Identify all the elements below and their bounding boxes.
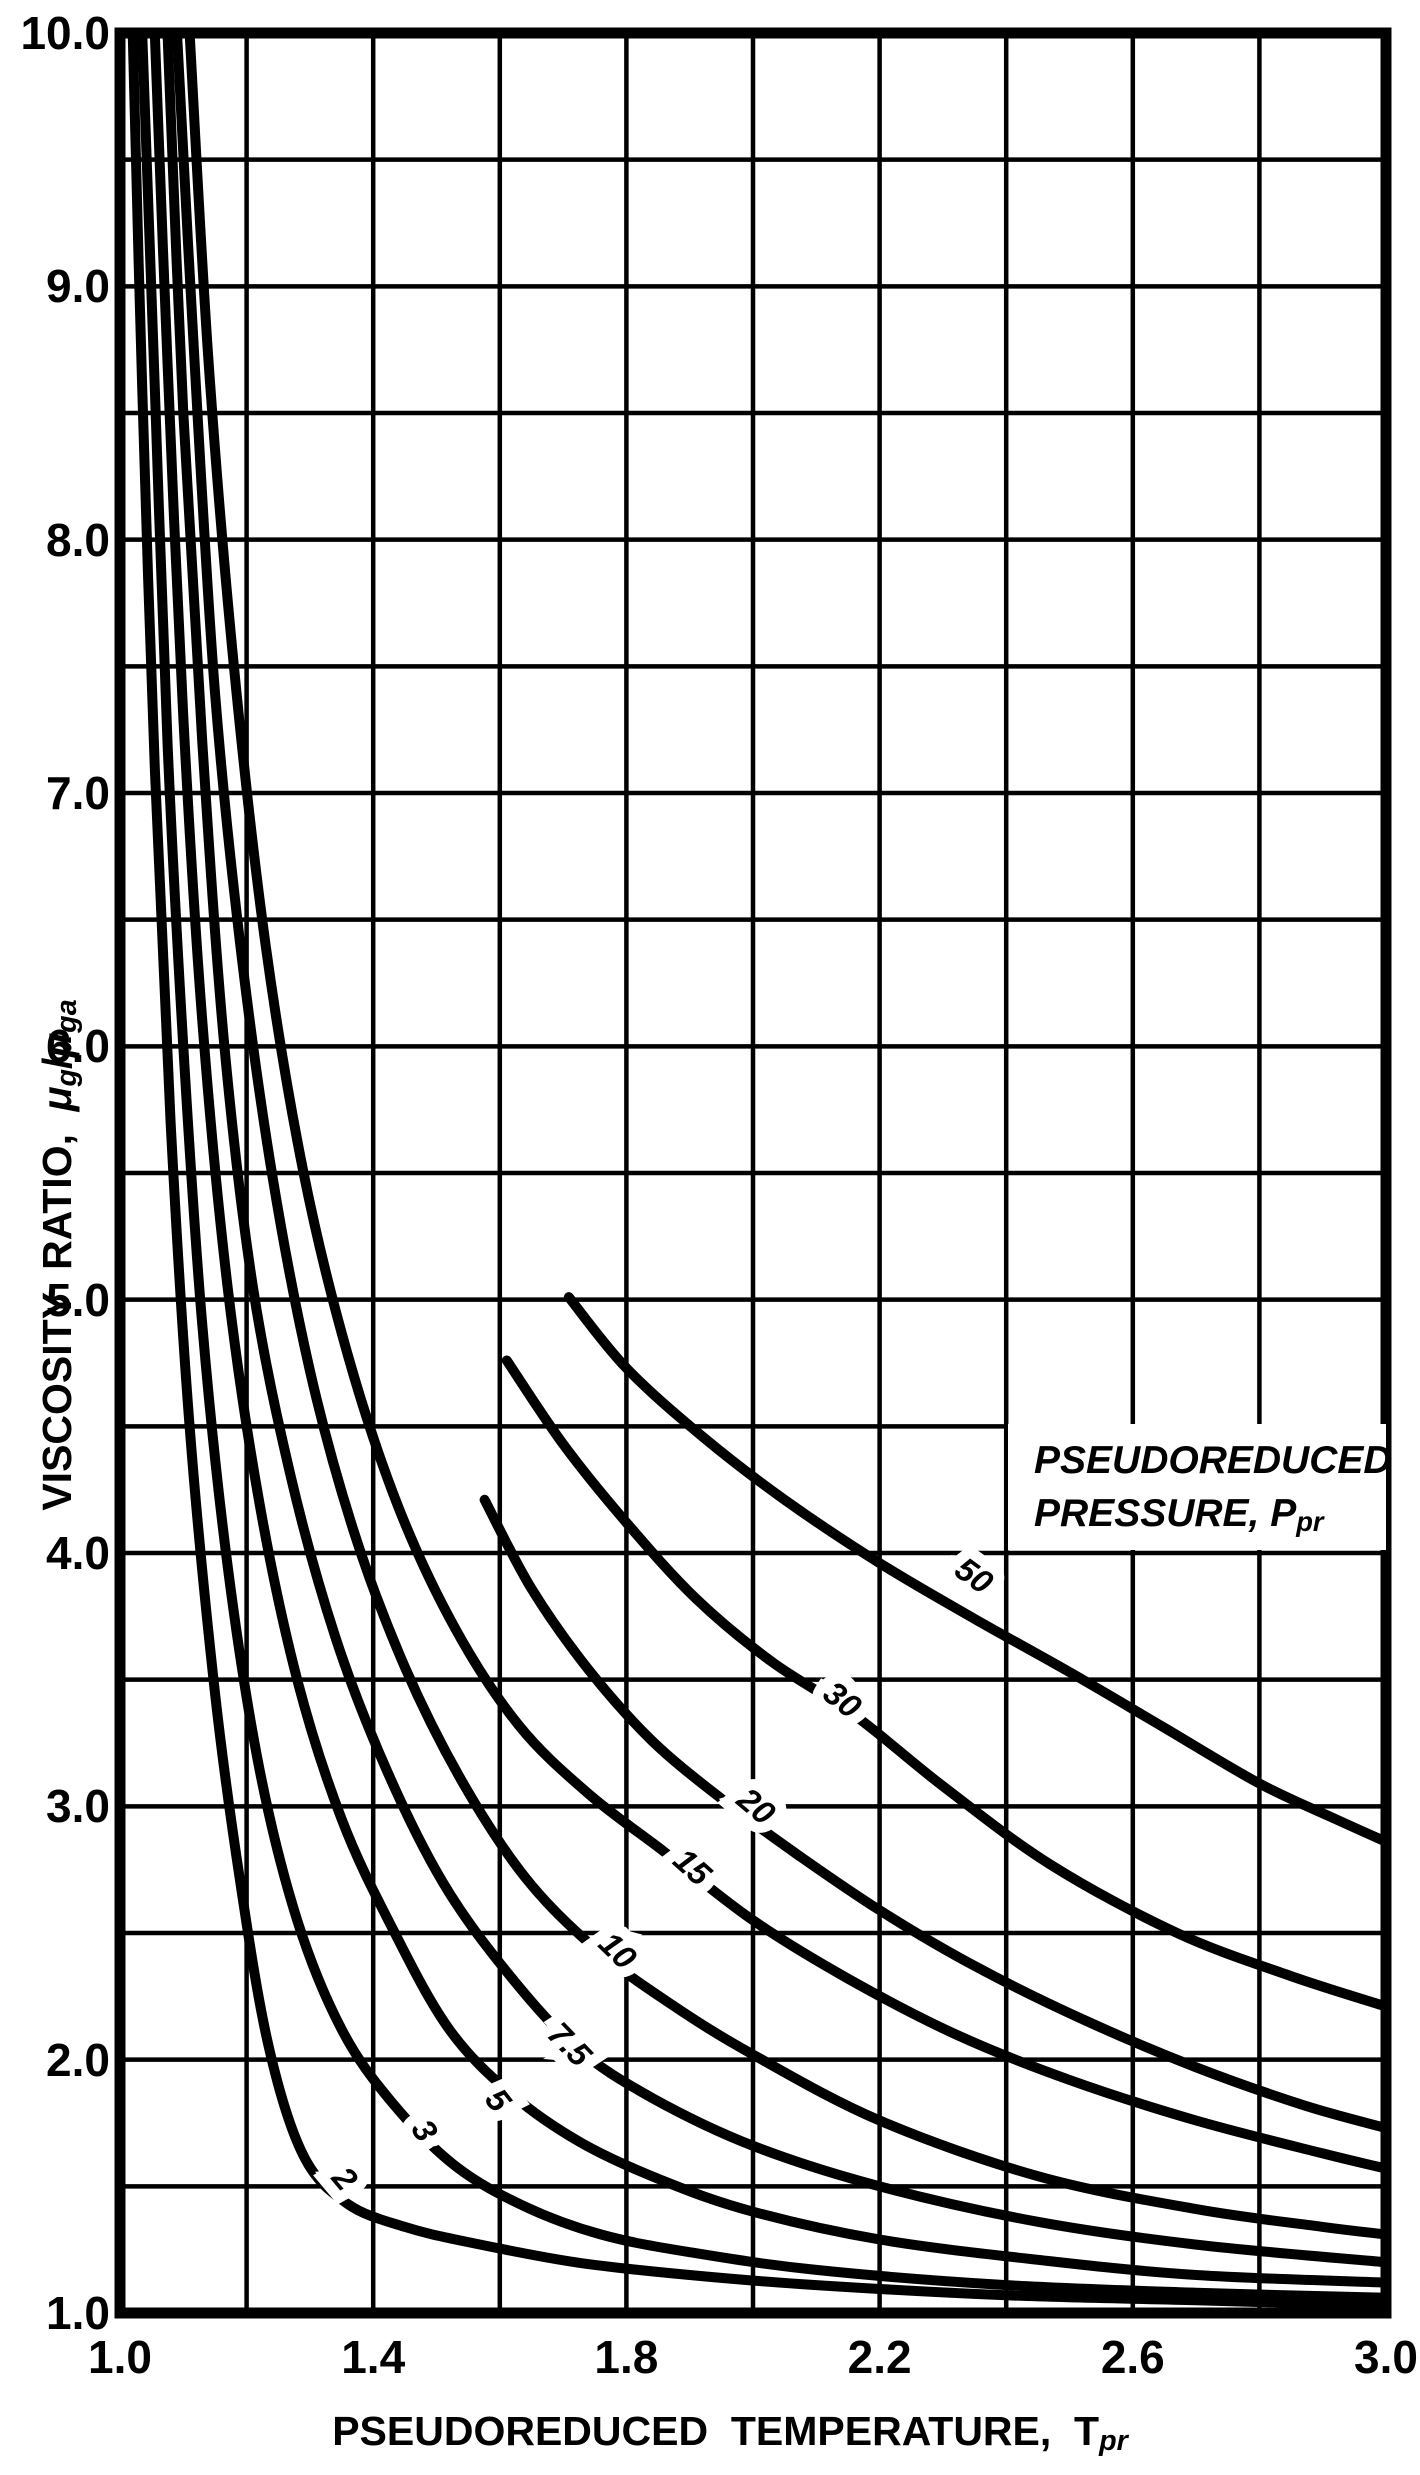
y-axis-title: VISCOSITY RATIO, μg/μga bbox=[34, 925, 84, 1585]
curve-Ppr-3 bbox=[137, 33, 1386, 2303]
curve-Ppr-5 bbox=[149, 33, 1386, 2288]
x-tick-label-2.2: 2.2 bbox=[847, 2331, 912, 2383]
x-tick-label-1.8: 1.8 bbox=[594, 2331, 659, 2383]
y-tick-label-1.0: 1.0 bbox=[46, 2287, 110, 2339]
slash: / bbox=[34, 1057, 80, 1069]
curves-group bbox=[127, 33, 1386, 2311]
curve-Ppr-30 bbox=[501, 1355, 1386, 2012]
mu-symbol: μ bbox=[34, 1032, 80, 1058]
x-axis-title-text: PSEUDOREDUCED TEMPERATURE, T bbox=[332, 2408, 1100, 2454]
plot-frame bbox=[114, 27, 1392, 2319]
curve-Ppr-20 bbox=[479, 1494, 1386, 2134]
x-tick-label-1.4: 1.4 bbox=[341, 2331, 406, 2383]
curve-label-50: 50 bbox=[948, 1550, 1000, 1602]
legend-line2-subscript: pr bbox=[1296, 1505, 1324, 1537]
legend-line2: PRESSURE, P bbox=[1034, 1492, 1297, 1535]
y-tick-label-2.0: 2.0 bbox=[46, 2033, 110, 2086]
curve-Ppr-10 bbox=[172, 33, 1386, 2240]
mu-subscript-g: g bbox=[51, 1068, 84, 1087]
y-axis-title-text: VISCOSITY RATIO, bbox=[34, 1111, 80, 1511]
x-axis-title: PSEUDOREDUCED TEMPERATURE, Tpr bbox=[0, 2408, 1420, 2458]
y-tick-label-5.0: 5.0 bbox=[46, 1273, 110, 1326]
y-tick-label-10.0: 10.0 bbox=[20, 7, 110, 59]
x-axis-title-subscript: pr bbox=[1099, 2425, 1128, 2458]
curve-Ppr-2 bbox=[127, 33, 1386, 2311]
x-tick-label-3.0: 3.0 bbox=[1354, 2331, 1418, 2383]
mu-symbol: μ bbox=[34, 1086, 80, 1112]
y-tick-label-3.0: 3.0 bbox=[46, 1780, 110, 1833]
curve-Ppr-7.5 bbox=[162, 33, 1386, 2268]
x-tick-label-2.6: 2.6 bbox=[1100, 2331, 1165, 2383]
legend-pseudoreduced-pressure: PSEUDOREDUCED PRESSURE, Ppr bbox=[1008, 1424, 1392, 1550]
mu-subscript-ga: ga bbox=[51, 999, 84, 1033]
curve-Ppr-50 bbox=[563, 1292, 1386, 1847]
y-tick-label-9.0: 9.0 bbox=[46, 260, 110, 313]
x-tick-label-1.0: 1.0 bbox=[88, 2331, 152, 2383]
curve-label-20: 20 bbox=[730, 1779, 783, 1832]
y-tick-label-7.0: 7.0 bbox=[46, 767, 110, 819]
y-tick-label-8.0: 8.0 bbox=[46, 513, 110, 566]
y-tick-label-4.0: 4.0 bbox=[46, 1527, 110, 1579]
y-tick-label-6.0: 6.0 bbox=[46, 1020, 110, 1073]
curve-Ppr-15 bbox=[184, 33, 1386, 2174]
legend-line1: PSEUDOREDUCED bbox=[1034, 1439, 1392, 1482]
